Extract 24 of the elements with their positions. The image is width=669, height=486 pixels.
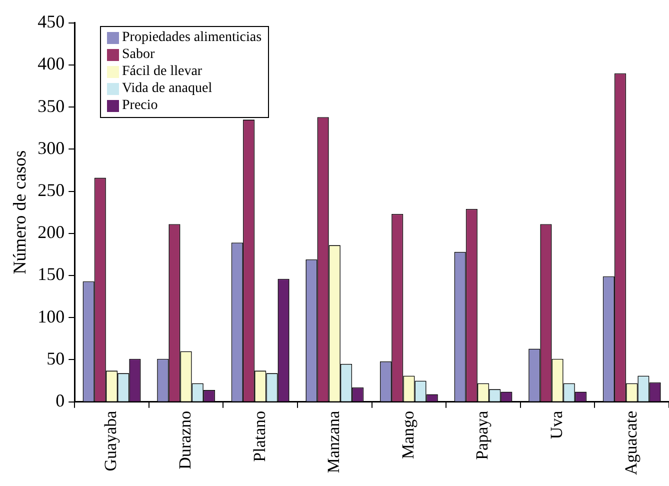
y-tick-label: 0	[56, 390, 65, 411]
y-tick-label: 250	[38, 180, 65, 200]
y-tick-label: 100	[38, 306, 65, 326]
y-tick-label: 300	[38, 138, 65, 158]
x-tick-label: Uva	[547, 410, 566, 440]
x-tick-label: Guayaba	[101, 410, 120, 472]
y-tick-label: 200	[38, 222, 65, 242]
y-axis-title: Número de casos	[10, 150, 30, 274]
legend-label: Vida de anaquel	[122, 80, 212, 97]
y-tick-label: 150	[38, 264, 65, 284]
legend-label: Precio	[122, 97, 158, 114]
legend-label: Fácil de llevar	[122, 63, 202, 80]
y-tick-label: 400	[38, 54, 65, 74]
y-tick-label: 450	[38, 12, 65, 32]
x-tick-label: Platano	[250, 410, 269, 462]
x-tick-label: Mango	[398, 410, 418, 459]
x-tick-label: Durazno	[176, 410, 195, 470]
y-tick-label: 350	[38, 96, 65, 116]
legend-label: Sabor	[122, 46, 155, 63]
y-tick-label: 50	[46, 348, 65, 368]
x-tick-label: Aguacate	[621, 410, 640, 476]
legend-label: Propiedades alimenticias	[122, 29, 262, 46]
x-tick-label: Manzana	[324, 410, 344, 474]
x-tick-label: Papaya	[472, 410, 492, 460]
